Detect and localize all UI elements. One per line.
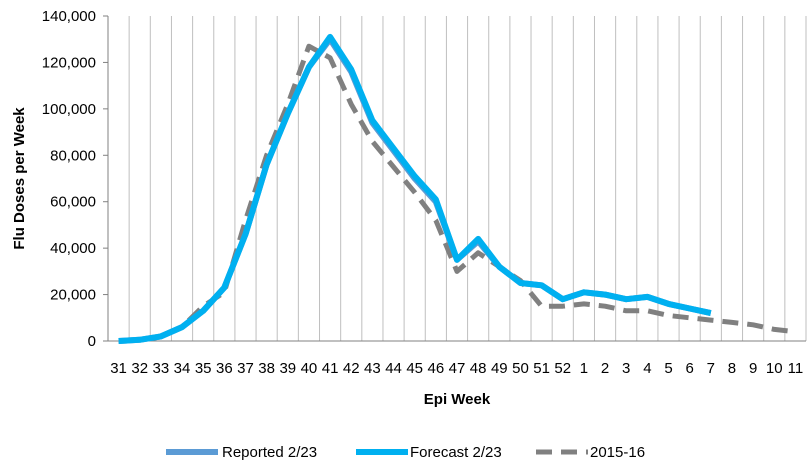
series-lines <box>118 33 796 344</box>
x-tick-label: 6 <box>685 360 693 377</box>
y-tick-label: 0 <box>88 333 96 350</box>
series-line-forecast-2-23 <box>118 33 712 344</box>
y-axis-title: Flu Doses per Week <box>11 107 28 250</box>
x-tick-label: 5 <box>664 360 672 377</box>
x-tick-label: 2 <box>601 360 609 377</box>
legend-label: 2015-16 <box>590 444 645 461</box>
x-tick-label: 4 <box>643 360 651 377</box>
series-line-2015-16 <box>118 43 796 344</box>
legend: Reported 2/23 Forecast 2/23 2015-16 <box>166 444 645 461</box>
x-axis: 31 32 33 34 35 36 37 38 39 40 41 42 43 44 45 46 47 48 49 50… <box>108 340 806 377</box>
y-tick-label: 60,000 <box>50 194 96 211</box>
x-tick-label: 9 <box>749 360 757 377</box>
x-tick-label: 41 <box>322 360 339 377</box>
vertical-gridlines <box>107 16 807 341</box>
x-tick-label: 49 <box>491 360 508 377</box>
x-tick-label: 39 <box>279 360 296 377</box>
y-tick-label: 40,000 <box>50 240 96 257</box>
y-tick-label: 80,000 <box>50 147 96 164</box>
y-axis: 0 20,000 40,000 60,000 80,000 100,000 120,000 1… <box>42 8 109 350</box>
x-tick-label: 37 <box>237 360 254 377</box>
x-tick-label: 33 <box>153 360 170 377</box>
x-tick-label: 34 <box>174 360 191 377</box>
x-tick-label: 1 <box>580 360 588 377</box>
x-tick-label: 10 <box>766 360 783 377</box>
y-tick-label: 100,000 <box>42 101 96 118</box>
x-tick-label: 45 <box>406 360 423 377</box>
x-tick-label: 44 <box>385 360 402 377</box>
x-tick-label: 11 <box>788 360 804 377</box>
x-tick-label: 31 <box>110 360 127 377</box>
legend-label: Reported 2/23 <box>222 444 317 461</box>
x-tick-label: 43 <box>364 360 381 377</box>
y-tick-label: 120,000 <box>42 54 96 71</box>
legend-label: Forecast 2/23 <box>410 444 502 461</box>
x-tick-label: 3 <box>622 360 630 377</box>
x-tick-label: 51 <box>533 360 550 377</box>
x-tick-label: 35 <box>195 360 212 377</box>
x-tick-label: 42 <box>343 360 360 377</box>
x-tick-label: 7 <box>707 360 715 377</box>
y-tick-label: 20,000 <box>50 287 96 304</box>
x-tick-label: 32 <box>131 360 148 377</box>
x-tick-label: 8 <box>728 360 736 377</box>
x-tick-label: 47 <box>449 360 466 377</box>
x-tick-label: 38 <box>258 360 275 377</box>
x-axis-title: Epi Week <box>424 391 491 408</box>
x-tick-label: 52 <box>554 360 571 377</box>
x-tick-label: 50 <box>512 360 529 377</box>
y-tick-label: 140,000 <box>42 8 96 25</box>
x-tick-label: 36 <box>216 360 233 377</box>
x-tick-label: 48 <box>470 360 487 377</box>
x-tick-label: 46 <box>428 360 445 377</box>
x-tick-label: 40 <box>301 360 318 377</box>
